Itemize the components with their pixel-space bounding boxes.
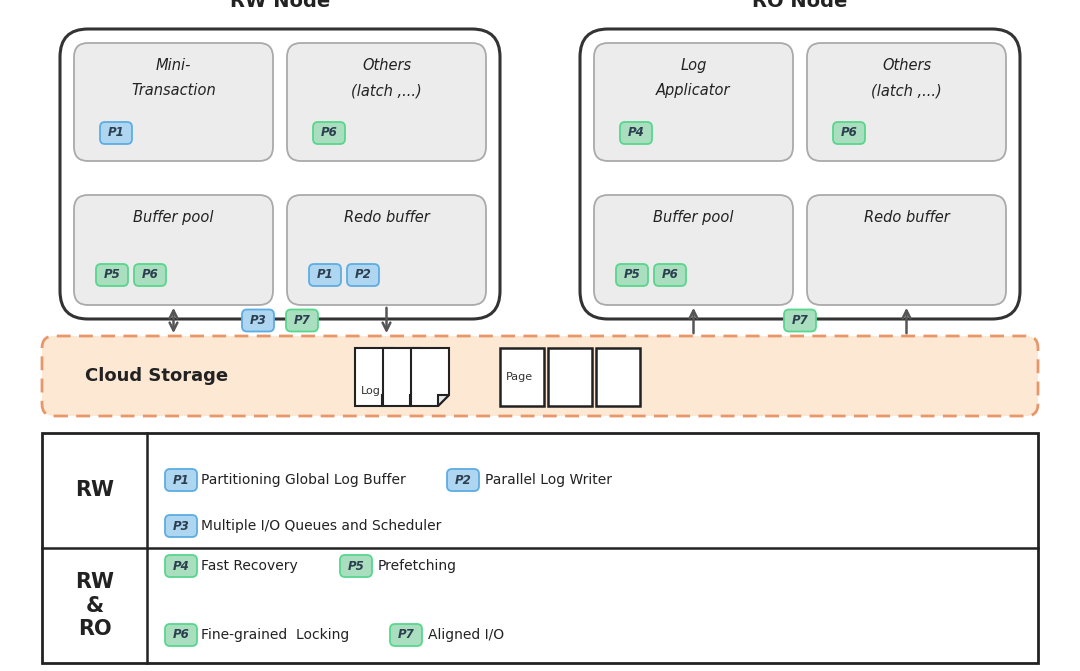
Text: Log: Log: [680, 58, 706, 73]
FancyBboxPatch shape: [580, 29, 1020, 319]
Text: RW Node: RW Node: [230, 0, 330, 11]
Bar: [500, 348, 544, 406]
Text: RO Node: RO Node: [753, 0, 848, 11]
Text: (latch ,...): (latch ,...): [351, 83, 422, 98]
Text: Others: Others: [362, 58, 411, 73]
Text: P1: P1: [173, 474, 189, 486]
Text: P3: P3: [249, 314, 267, 327]
Text: Prefetching: Prefetching: [378, 559, 457, 573]
FancyBboxPatch shape: [165, 515, 197, 537]
Polygon shape: [383, 348, 421, 406]
Text: RW: RW: [75, 480, 114, 501]
FancyBboxPatch shape: [620, 122, 652, 144]
FancyBboxPatch shape: [616, 264, 648, 286]
Bar: [42, 433, 1038, 663]
Text: Multiple I/O Queues and Scheduler: Multiple I/O Queues and Scheduler: [201, 519, 442, 533]
FancyBboxPatch shape: [313, 122, 345, 144]
FancyBboxPatch shape: [784, 309, 816, 331]
Text: Log: Log: [361, 386, 381, 396]
FancyBboxPatch shape: [75, 43, 273, 161]
FancyBboxPatch shape: [75, 195, 273, 305]
Text: P4: P4: [627, 127, 645, 140]
Polygon shape: [382, 395, 393, 406]
Text: Buffer pool: Buffer pool: [653, 210, 733, 225]
FancyBboxPatch shape: [60, 29, 500, 319]
Text: Fine-grained  Locking: Fine-grained Locking: [201, 628, 349, 642]
FancyBboxPatch shape: [242, 309, 274, 331]
Text: Mini-: Mini-: [156, 58, 191, 73]
Text: (latch ,...): (latch ,...): [872, 83, 942, 98]
Text: Cloud Storage: Cloud Storage: [85, 367, 229, 385]
FancyBboxPatch shape: [807, 195, 1005, 305]
Text: P5: P5: [104, 268, 120, 282]
Text: Buffer pool: Buffer pool: [133, 210, 214, 225]
Text: Applicator: Applicator: [657, 83, 731, 98]
FancyBboxPatch shape: [309, 264, 341, 286]
FancyBboxPatch shape: [165, 624, 197, 646]
Text: Redo buffer: Redo buffer: [864, 210, 949, 225]
Text: P6: P6: [321, 127, 337, 140]
Text: Parallel Log Writer: Parallel Log Writer: [485, 473, 612, 487]
Text: P5: P5: [348, 560, 364, 572]
Text: P2: P2: [455, 474, 471, 486]
FancyBboxPatch shape: [165, 555, 197, 577]
Text: P7: P7: [397, 629, 415, 641]
Text: P4: P4: [173, 560, 189, 572]
Text: P1: P1: [108, 127, 124, 140]
Polygon shape: [438, 395, 449, 406]
FancyBboxPatch shape: [594, 43, 793, 161]
Text: P6: P6: [840, 127, 858, 140]
Text: Page: Page: [507, 372, 534, 382]
Polygon shape: [410, 395, 421, 406]
FancyBboxPatch shape: [134, 264, 166, 286]
Bar: [548, 348, 592, 406]
Text: Redo buffer: Redo buffer: [343, 210, 430, 225]
Text: RW
&
RO: RW & RO: [75, 572, 114, 639]
Text: P6: P6: [662, 268, 678, 282]
Polygon shape: [411, 348, 449, 406]
FancyBboxPatch shape: [447, 469, 480, 491]
FancyBboxPatch shape: [594, 195, 793, 305]
FancyBboxPatch shape: [807, 43, 1005, 161]
FancyBboxPatch shape: [165, 469, 197, 491]
FancyBboxPatch shape: [286, 309, 318, 331]
Text: P1: P1: [316, 268, 334, 282]
Text: Fast Recovery: Fast Recovery: [201, 559, 298, 573]
Text: P5: P5: [623, 268, 640, 282]
Text: Transaction: Transaction: [131, 83, 216, 98]
Text: P7: P7: [294, 314, 310, 327]
Text: P2: P2: [354, 268, 372, 282]
FancyBboxPatch shape: [340, 555, 372, 577]
Bar: [596, 348, 640, 406]
Polygon shape: [355, 348, 393, 406]
FancyBboxPatch shape: [347, 264, 379, 286]
Text: P7: P7: [792, 314, 808, 327]
FancyBboxPatch shape: [96, 264, 129, 286]
FancyBboxPatch shape: [833, 122, 865, 144]
FancyBboxPatch shape: [390, 624, 422, 646]
Text: Others: Others: [882, 58, 931, 73]
Text: P6: P6: [173, 629, 189, 641]
FancyBboxPatch shape: [654, 264, 686, 286]
Text: Aligned I/O: Aligned I/O: [428, 628, 504, 642]
Text: Partitioning Global Log Buffer: Partitioning Global Log Buffer: [201, 473, 406, 487]
Text: P6: P6: [141, 268, 159, 282]
FancyBboxPatch shape: [287, 195, 486, 305]
Text: P3: P3: [173, 519, 189, 533]
FancyBboxPatch shape: [42, 336, 1038, 416]
FancyBboxPatch shape: [287, 43, 486, 161]
FancyBboxPatch shape: [100, 122, 132, 144]
